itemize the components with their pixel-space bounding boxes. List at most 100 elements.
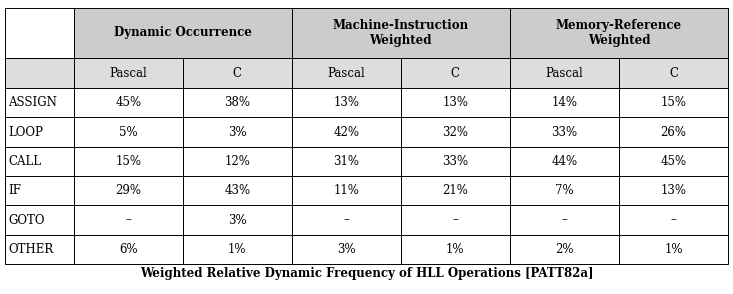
Bar [292, 117, 401, 147]
Bar [510, 147, 619, 176]
Bar [183, 206, 292, 235]
Bar [619, 176, 728, 206]
Bar [183, 235, 292, 264]
Bar [183, 88, 292, 117]
Bar [401, 147, 510, 176]
Bar [74, 176, 183, 206]
Text: GOTO: GOTO [9, 213, 45, 227]
Bar [401, 117, 510, 147]
Text: Pascal: Pascal [109, 66, 147, 79]
Text: 3%: 3% [228, 126, 246, 138]
Text: OTHER: OTHER [9, 243, 54, 256]
Text: 12%: 12% [224, 155, 250, 168]
Text: Weighted Relative Dynamic Frequency of HLL Operations [PATT82a]: Weighted Relative Dynamic Frequency of H… [140, 267, 593, 280]
Text: 13%: 13% [334, 96, 359, 109]
Text: 43%: 43% [224, 184, 251, 197]
Text: 29%: 29% [115, 184, 141, 197]
Text: 44%: 44% [551, 155, 578, 168]
Text: 1%: 1% [228, 243, 246, 256]
Text: 13%: 13% [660, 184, 687, 197]
Bar [5, 147, 74, 176]
Bar [401, 235, 510, 264]
Bar [401, 88, 510, 117]
Text: –: – [671, 213, 677, 227]
Text: Memory-Reference
Weighted: Memory-Reference Weighted [556, 19, 682, 47]
Text: 38%: 38% [224, 96, 250, 109]
Text: Pascal: Pascal [545, 66, 583, 79]
Bar [401, 58, 510, 88]
Bar [74, 206, 183, 235]
Text: –: – [125, 213, 131, 227]
Text: 15%: 15% [660, 96, 687, 109]
Bar [74, 235, 183, 264]
Text: 45%: 45% [115, 96, 141, 109]
Bar [74, 8, 292, 58]
Bar [510, 235, 619, 264]
Text: 32%: 32% [443, 126, 468, 138]
Bar [183, 176, 292, 206]
Bar [510, 117, 619, 147]
Bar [5, 8, 74, 58]
Bar [5, 58, 74, 88]
Bar [619, 88, 728, 117]
Bar [510, 58, 619, 88]
Text: Dynamic Occurrence: Dynamic Occurrence [114, 26, 251, 39]
Bar [619, 147, 728, 176]
Bar [292, 58, 401, 88]
Bar [510, 176, 619, 206]
Text: 33%: 33% [442, 155, 468, 168]
Text: 42%: 42% [334, 126, 359, 138]
Text: 26%: 26% [660, 126, 687, 138]
Text: –: – [561, 213, 567, 227]
Text: 21%: 21% [443, 184, 468, 197]
Text: 6%: 6% [119, 243, 138, 256]
Bar [292, 176, 401, 206]
Text: LOOP: LOOP [9, 126, 43, 138]
Bar [74, 117, 183, 147]
Text: 2%: 2% [555, 243, 574, 256]
Bar [292, 235, 401, 264]
Bar [74, 147, 183, 176]
Bar [510, 8, 728, 58]
Bar [183, 58, 292, 88]
Text: CALL: CALL [9, 155, 42, 168]
Text: Pascal: Pascal [328, 66, 365, 79]
Text: –: – [343, 213, 349, 227]
Bar [292, 88, 401, 117]
Bar [5, 206, 74, 235]
Text: ASSIGN: ASSIGN [9, 96, 57, 109]
Text: 15%: 15% [115, 155, 141, 168]
Text: C: C [233, 66, 242, 79]
Bar [5, 117, 74, 147]
Text: 13%: 13% [443, 96, 468, 109]
Text: 3%: 3% [228, 213, 246, 227]
Bar [292, 147, 401, 176]
Bar [619, 58, 728, 88]
Text: –: – [452, 213, 458, 227]
Text: 11%: 11% [334, 184, 359, 197]
Bar [292, 206, 401, 235]
Text: 1%: 1% [446, 243, 465, 256]
Bar [74, 58, 183, 88]
Text: 45%: 45% [660, 155, 687, 168]
Text: 7%: 7% [555, 184, 574, 197]
Bar [183, 147, 292, 176]
Text: 3%: 3% [337, 243, 356, 256]
Bar [5, 176, 74, 206]
Text: C: C [451, 66, 460, 79]
Bar [510, 88, 619, 117]
Bar [401, 176, 510, 206]
Text: 31%: 31% [334, 155, 359, 168]
Bar [619, 235, 728, 264]
Bar [292, 8, 510, 58]
Bar [5, 88, 74, 117]
Bar [401, 206, 510, 235]
Text: IF: IF [9, 184, 21, 197]
Text: Machine-Instruction
Weighted: Machine-Instruction Weighted [333, 19, 469, 47]
Text: 1%: 1% [664, 243, 682, 256]
Bar [183, 117, 292, 147]
Text: 33%: 33% [551, 126, 578, 138]
Text: C: C [669, 66, 678, 79]
Bar [619, 117, 728, 147]
Bar [619, 206, 728, 235]
